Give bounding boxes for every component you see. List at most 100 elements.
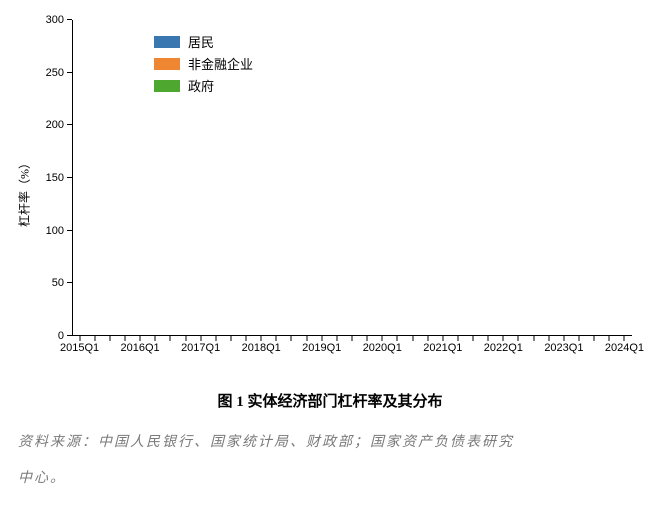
x-tick-mark: [200, 336, 201, 341]
bar-slot: [451, 20, 466, 336]
bar-slot: [587, 20, 602, 336]
x-tick-mark: [276, 336, 277, 341]
x-tick-mark: [170, 336, 171, 341]
bar-slot: [375, 20, 390, 336]
x-tick-mark: [246, 336, 247, 341]
legend-swatch: [154, 80, 180, 92]
x-tick-mark: [321, 336, 322, 341]
x-tick-label: 2019Q1: [302, 342, 341, 354]
x-tick-mark: [442, 336, 443, 341]
y-tick-label: 250: [46, 67, 64, 79]
bar-slot: [72, 20, 87, 336]
x-tick-label: 2018Q1: [242, 342, 281, 354]
x-tick-mark: [624, 336, 625, 341]
figure-source: 资料来源：中国人民银行、国家统计局、财政部；国家资产负债表研究 中心。: [18, 425, 642, 498]
x-tick-mark: [427, 336, 428, 341]
bar-slot: [557, 20, 572, 336]
x-tick-mark: [503, 336, 504, 341]
x-tick-mark: [155, 336, 156, 341]
x-tick-mark: [140, 336, 141, 341]
x-tick-mark: [457, 336, 458, 341]
bar-slot: [102, 20, 117, 336]
x-tick-label: 2021Q1: [423, 342, 462, 354]
y-tick-label: 200: [46, 119, 64, 131]
bar-slot: [345, 20, 360, 336]
legend: 居民非金融企业政府: [154, 32, 253, 98]
bar-slot: [572, 20, 587, 336]
source-line: 中心。: [18, 461, 642, 497]
x-tick-mark: [230, 336, 231, 341]
y-tick-label: 50: [52, 277, 64, 289]
legend-label: 非金融企业: [188, 54, 253, 73]
x-tick-label: 2024Q1: [605, 342, 644, 354]
bar-slot: [133, 20, 148, 336]
legend-swatch: [154, 58, 180, 70]
x-tick-mark: [488, 336, 489, 341]
x-tick-label: 2020Q1: [363, 342, 402, 354]
bar-slot: [420, 20, 435, 336]
bar-slot: [602, 20, 617, 336]
x-tick-mark: [533, 336, 534, 341]
bar-slot: [496, 20, 511, 336]
bar-slot: [284, 20, 299, 336]
x-tick-mark: [609, 336, 610, 341]
y-tick-label: 300: [46, 14, 64, 26]
bar-slot: [299, 20, 314, 336]
x-tick-mark: [473, 336, 474, 341]
plot-area: 居民非金融企业政府: [72, 20, 632, 336]
x-tick-mark: [94, 336, 95, 341]
x-tick-label: 2015Q1: [60, 342, 99, 354]
bar-slot: [117, 20, 132, 336]
x-tick-label: 2016Q1: [121, 342, 160, 354]
x-tick-mark: [412, 336, 413, 341]
x-tick-mark: [215, 336, 216, 341]
x-tick-mark: [397, 336, 398, 341]
bar-slot: [254, 20, 269, 336]
legend-item: 居民: [154, 32, 253, 51]
bar-slot: [541, 20, 556, 336]
bar-slot: [390, 20, 405, 336]
x-tick-mark: [261, 336, 262, 341]
x-tick-mark: [306, 336, 307, 341]
bar-slot: [405, 20, 420, 336]
leverage-chart: 杠杆率（%） 050100150200250300 居民非金融企业政府 2015…: [18, 12, 642, 372]
y-tick-label: 100: [46, 225, 64, 237]
bar-slot: [526, 20, 541, 336]
bar-slot: [435, 20, 450, 336]
legend-item: 政府: [154, 76, 253, 95]
x-tick-mark: [382, 336, 383, 341]
source-line: 资料来源：中国人民银行、国家统计局、财政部；国家资产负债表研究: [18, 425, 642, 461]
figure-caption: 图 1 实体经济部门杠杆率及其分布: [18, 390, 642, 411]
x-tick-label: 2022Q1: [484, 342, 523, 354]
y-axis-ticks: 050100150200250300: [18, 20, 72, 336]
bar-slot: [314, 20, 329, 336]
x-tick-mark: [291, 336, 292, 341]
x-tick-mark: [124, 336, 125, 341]
bar-slot: [617, 20, 632, 336]
x-tick-mark: [79, 336, 80, 341]
bar-slot: [269, 20, 284, 336]
bar-slot: [329, 20, 344, 336]
x-axis-ticks: 2015Q12016Q12017Q12018Q12019Q12020Q12021…: [72, 336, 632, 372]
x-tick-mark: [563, 336, 564, 341]
x-tick-label: 2017Q1: [181, 342, 220, 354]
x-tick-mark: [367, 336, 368, 341]
x-tick-mark: [579, 336, 580, 341]
y-tick-label: 150: [46, 172, 64, 184]
bar-slot: [481, 20, 496, 336]
legend-swatch: [154, 36, 180, 48]
x-tick-mark: [352, 336, 353, 341]
y-tick-label: 0: [58, 330, 64, 342]
legend-label: 政府: [188, 76, 214, 95]
bar-slot: [360, 20, 375, 336]
x-tick-mark: [594, 336, 595, 341]
x-tick-mark: [185, 336, 186, 341]
x-tick-mark: [548, 336, 549, 341]
bar-slot: [466, 20, 481, 336]
legend-label: 居民: [188, 32, 214, 51]
x-tick-mark: [518, 336, 519, 341]
x-tick-mark: [336, 336, 337, 341]
x-tick-mark: [109, 336, 110, 341]
bar-slot: [87, 20, 102, 336]
bar-slot: [511, 20, 526, 336]
